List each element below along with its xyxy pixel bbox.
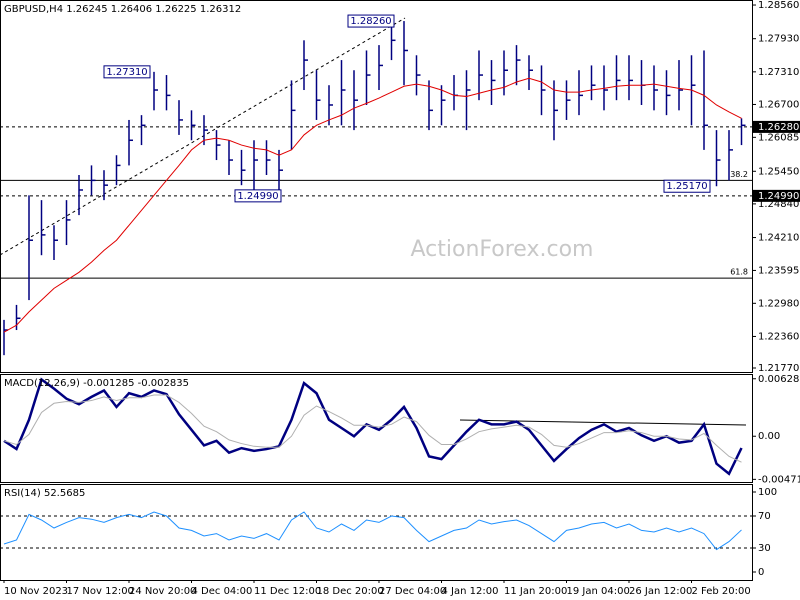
annotation-box (663, 179, 711, 193)
y-tick-label: 1.28560 (758, 0, 799, 11)
y-tick-label: 1.24210 (758, 233, 799, 244)
y-tick-label: 1.25450 (758, 166, 799, 177)
x-tick-label: 2 Feb 20:00 (692, 586, 751, 597)
level-label: 61.8 (730, 268, 748, 277)
level-label: 1.26280 (758, 122, 799, 133)
y-tick-label: 1.27310 (758, 67, 799, 78)
x-tick-label: 27 Dec 04:00 (379, 586, 446, 597)
annotation-label: 1.25170 (666, 181, 707, 192)
panel-frame (0, 0, 753, 373)
y-tick-label: 1.26700 (758, 99, 799, 110)
series-line (3, 394, 742, 463)
y-tick-label: 1.27930 (758, 34, 799, 45)
annotation-box (347, 14, 395, 28)
y-tick-label: 30 (758, 543, 771, 554)
x-tick-label: 4 Dec 04:00 (192, 586, 253, 597)
panel-title: GBPUSD,H4 1.26245 1.26406 1.26225 1.2631… (4, 4, 241, 15)
y-tick-label: 0.00 (758, 431, 780, 442)
level-label: 38.2 (730, 170, 748, 179)
level-box (753, 189, 800, 202)
y-tick-label: 100 (758, 487, 777, 498)
x-tick-label: 24 Nov 20:00 (129, 586, 196, 597)
x-tick-label: 17 Nov 12:00 (67, 586, 134, 597)
x-tick-label: 19 Jan 04:00 (567, 586, 630, 597)
y-tick-label: 70 (758, 511, 771, 522)
annotation-box (234, 189, 282, 203)
x-tick-label: 4 Jan 12:00 (442, 586, 499, 597)
macd-trend-line (459, 419, 747, 426)
y-tick-label: 0.006281 (758, 374, 800, 385)
panel-title: MACD(12,26,9) -0.001285 -0.002835 (4, 378, 189, 389)
x-tick-label: 11 Jan 20:00 (504, 586, 567, 597)
trend-line (0, 17, 406, 256)
x-tick-label: 11 Dec 12:00 (254, 586, 321, 597)
y-tick-label: 1.23595 (758, 265, 799, 276)
x-tick-label: 10 Nov 2023 (4, 586, 68, 597)
y-tick-label: 1.22360 (758, 331, 799, 342)
x-tick-label: 26 Jan 12:00 (629, 586, 692, 597)
level-label: 1.24990 (758, 191, 799, 202)
y-tick-label: 1.26085 (758, 132, 799, 143)
y-tick-label: 1.24840 (758, 199, 799, 210)
annotation-label: 1.27310 (106, 67, 147, 78)
panel-frame (0, 484, 753, 581)
y-tick-label: 0 (758, 567, 764, 578)
level-box (753, 120, 800, 133)
y-tick-label: -0.004711 (758, 474, 800, 485)
series-line (3, 77, 742, 333)
y-tick-label: 1.21770 (758, 363, 799, 374)
series-line (3, 511, 742, 551)
watermark: ActionForex.com (411, 237, 594, 262)
annotation-label: 1.28260 (350, 16, 391, 27)
y-tick-label: 1.22980 (758, 298, 799, 309)
panel-title: RSI(14) 52.5685 (4, 488, 85, 499)
series-line (3, 377, 743, 476)
x-tick-label: 18 Dec 20:00 (317, 586, 384, 597)
annotation-label: 1.24990 (237, 191, 278, 202)
annotation-box (103, 65, 151, 79)
